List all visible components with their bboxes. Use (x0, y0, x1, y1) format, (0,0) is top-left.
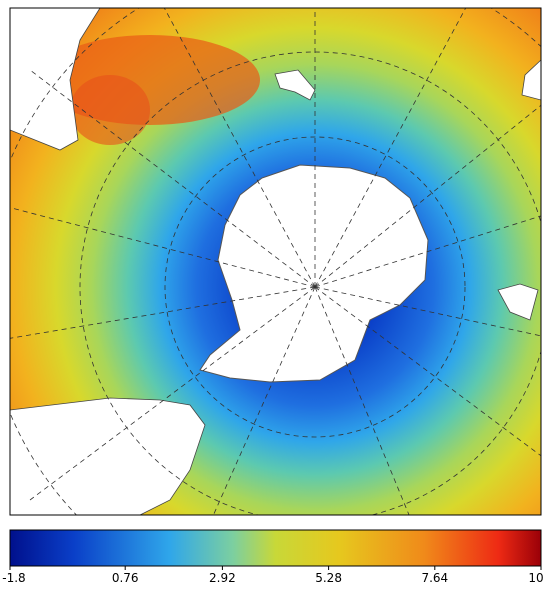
colorbar-tick-label: 10 (528, 571, 543, 585)
colorbar-tick-label: 0.76 (112, 571, 139, 585)
colorbar-tick-label: -1.8 (2, 571, 25, 585)
landmass (10, 8, 101, 151)
map-frame (9, 7, 542, 516)
colorbar (9, 529, 542, 567)
antarctica (199, 164, 429, 383)
landmass (10, 397, 206, 515)
colorbar-tick-label: 2.92 (209, 571, 236, 585)
colorbar-tick-label: 7.64 (421, 571, 448, 585)
island (274, 69, 316, 101)
warm-patch (70, 75, 150, 145)
landmass (521, 59, 541, 101)
island (497, 283, 539, 321)
colorbar-tick-label: 5.28 (315, 571, 342, 585)
